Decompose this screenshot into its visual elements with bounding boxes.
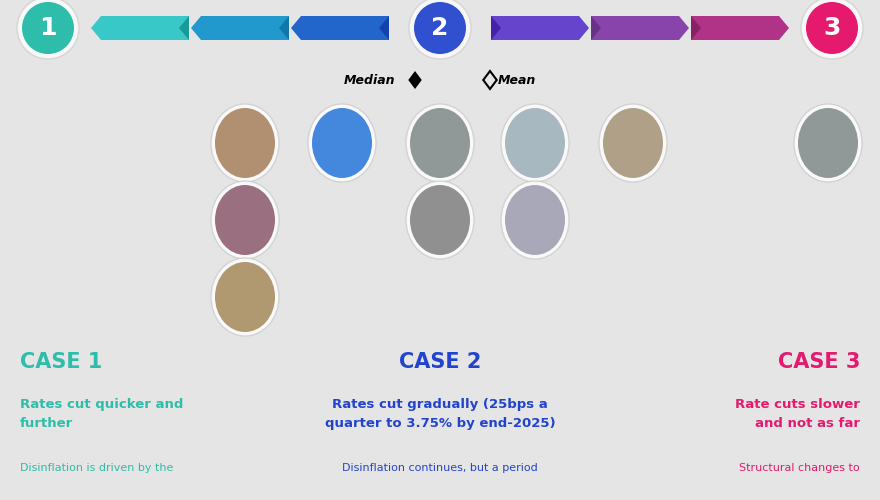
Text: Rate cuts slower
and not as far: Rate cuts slower and not as far — [735, 398, 860, 430]
Circle shape — [414, 2, 466, 54]
Text: Mean: Mean — [498, 74, 536, 86]
Polygon shape — [379, 16, 389, 40]
Polygon shape — [591, 16, 689, 40]
Text: CASE 1: CASE 1 — [20, 352, 102, 372]
Ellipse shape — [410, 108, 470, 178]
Text: Rates cut gradually (25bps a
quarter to 3.75% by end-2025): Rates cut gradually (25bps a quarter to … — [325, 398, 555, 430]
Text: 3: 3 — [824, 16, 840, 40]
Ellipse shape — [215, 185, 275, 255]
Ellipse shape — [406, 104, 474, 182]
Text: CASE 3: CASE 3 — [778, 352, 860, 372]
Ellipse shape — [798, 108, 858, 178]
Ellipse shape — [599, 104, 667, 182]
Ellipse shape — [215, 262, 275, 332]
Circle shape — [409, 0, 471, 59]
Ellipse shape — [406, 181, 474, 259]
Ellipse shape — [211, 104, 279, 182]
Text: 2: 2 — [431, 16, 449, 40]
Polygon shape — [591, 16, 601, 40]
Circle shape — [22, 2, 74, 54]
Text: 1: 1 — [40, 16, 56, 40]
Polygon shape — [408, 71, 422, 89]
Polygon shape — [91, 16, 189, 40]
Polygon shape — [491, 16, 501, 40]
Circle shape — [806, 2, 858, 54]
Polygon shape — [191, 16, 289, 40]
Ellipse shape — [505, 185, 565, 255]
Polygon shape — [483, 71, 496, 89]
Polygon shape — [291, 16, 389, 40]
Circle shape — [801, 0, 863, 59]
Ellipse shape — [211, 181, 279, 259]
Text: Structural changes to: Structural changes to — [739, 463, 860, 473]
Circle shape — [17, 0, 79, 59]
Polygon shape — [179, 16, 189, 40]
Ellipse shape — [603, 108, 663, 178]
Ellipse shape — [308, 104, 376, 182]
Text: CASE 2: CASE 2 — [399, 352, 481, 372]
Text: Disinflation is driven by the: Disinflation is driven by the — [20, 463, 173, 473]
Ellipse shape — [505, 108, 565, 178]
Polygon shape — [491, 16, 589, 40]
Text: Disinflation continues, but a period: Disinflation continues, but a period — [342, 463, 538, 473]
Ellipse shape — [501, 181, 569, 259]
Ellipse shape — [215, 108, 275, 178]
Text: Rates cut quicker and
further: Rates cut quicker and further — [20, 398, 183, 430]
Polygon shape — [691, 16, 701, 40]
Polygon shape — [279, 16, 289, 40]
Ellipse shape — [211, 258, 279, 336]
Polygon shape — [691, 16, 789, 40]
Ellipse shape — [794, 104, 862, 182]
Ellipse shape — [410, 185, 470, 255]
Ellipse shape — [312, 108, 372, 178]
Ellipse shape — [501, 104, 569, 182]
Text: Median: Median — [343, 74, 395, 86]
